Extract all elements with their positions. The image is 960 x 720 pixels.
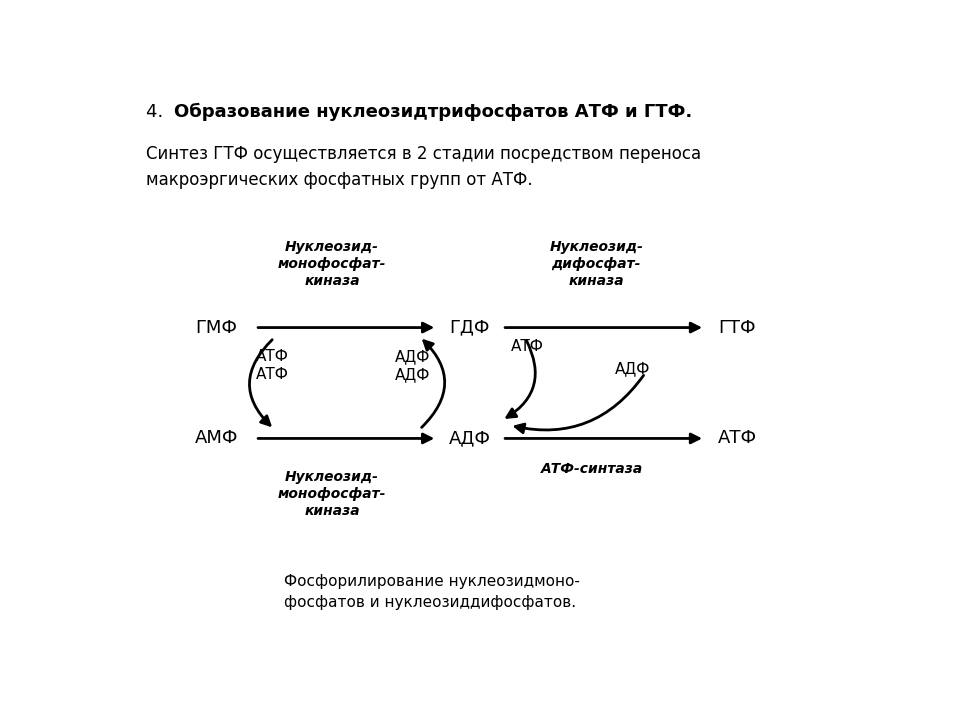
Text: АДФ: АДФ — [396, 367, 431, 382]
Text: Нуклеозид-
монофосфат-
киназа: Нуклеозид- монофосфат- киназа — [277, 240, 386, 287]
Text: АДФ: АДФ — [396, 349, 431, 364]
Text: 4.: 4. — [146, 103, 169, 121]
Text: ГДФ: ГДФ — [449, 318, 490, 336]
Text: Нуклеозид-
монофосфат-
киназа: Нуклеозид- монофосфат- киназа — [277, 470, 386, 518]
Text: АТФ-синтаза: АТФ-синтаза — [541, 462, 643, 476]
Text: Синтез ГТФ осуществляется в 2 стадии посредством переноса
макроэргических фосфат: Синтез ГТФ осуществляется в 2 стадии пос… — [146, 145, 701, 189]
Text: Образование нуклеозидтрифосфатов АТФ и ГТФ.: Образование нуклеозидтрифосфатов АТФ и Г… — [174, 103, 692, 121]
Text: АТФ: АТФ — [256, 349, 289, 364]
Text: АМФ: АМФ — [195, 429, 238, 447]
Text: АДФ: АДФ — [448, 429, 491, 447]
Text: АТФ: АТФ — [511, 339, 543, 354]
Text: АТФ: АТФ — [256, 367, 289, 382]
Text: АТФ: АТФ — [718, 429, 757, 447]
Text: АДФ: АДФ — [614, 361, 650, 377]
Text: Фосфорилирование нуклеозидмоно-
фосфатов и нуклеозиддифосфатов.: Фосфорилирование нуклеозидмоно- фосфатов… — [284, 575, 580, 611]
Text: ГМФ: ГМФ — [196, 318, 238, 336]
Text: Нуклеозид-
дифосфат-
киназа: Нуклеозид- дифосфат- киназа — [549, 240, 643, 287]
Text: ГТФ: ГТФ — [719, 318, 756, 336]
